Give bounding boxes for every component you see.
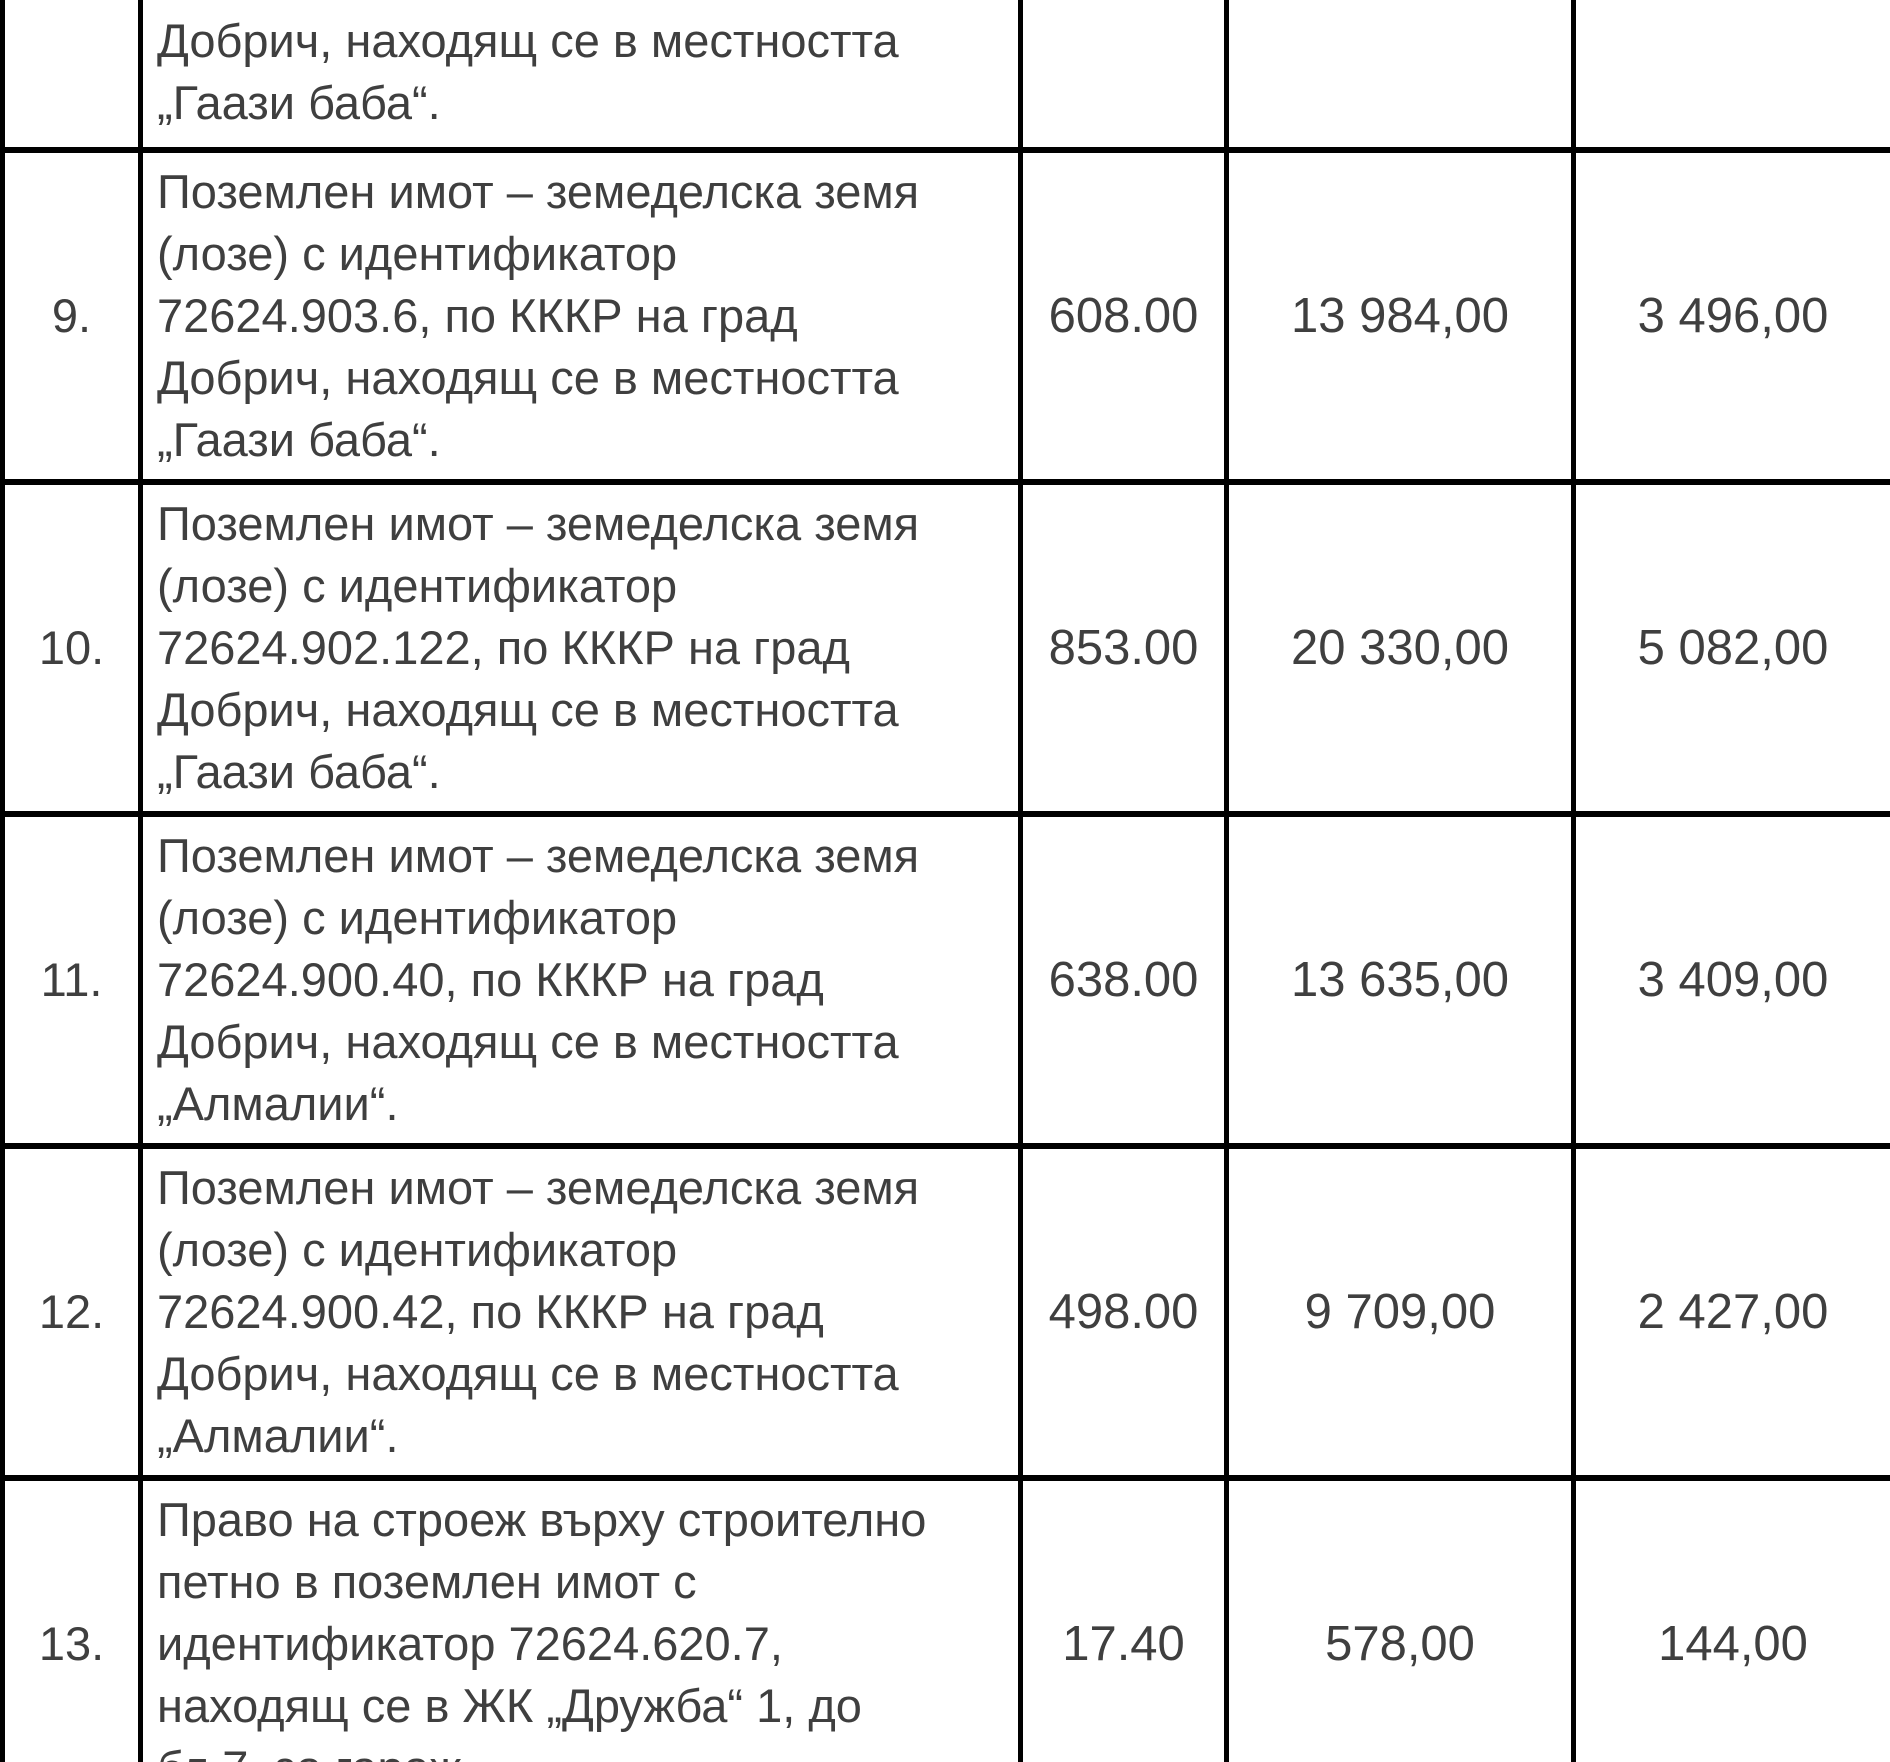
value2-cell <box>1224 0 1576 153</box>
value1-cell: 498.00 <box>1018 1143 1229 1481</box>
value2-cell: 13 635,00 <box>1224 811 1576 1149</box>
row-number-cell <box>0 0 143 153</box>
table-row: 12. Поземлен имот – земеделска земя (лоз… <box>0 1143 1890 1481</box>
table-row: 10. Поземлен имот – земеделска земя (лоз… <box>0 479 1890 817</box>
table-row: 11. Поземлен имот – земеделска земя (лоз… <box>0 811 1890 1149</box>
value1-cell: 17.40 <box>1018 1475 1229 1762</box>
description-cell: Поземлен имот – земеделска земя (лозе) с… <box>138 479 1023 817</box>
row-number-cell: 13. <box>0 1475 143 1762</box>
table-row: 13. Право на строеж върху строително пет… <box>0 1475 1890 1762</box>
value3-cell: 5 082,00 <box>1571 479 1890 817</box>
value2-cell: 578,00 <box>1224 1475 1576 1762</box>
value3-cell <box>1571 0 1890 153</box>
description-cell: Право на строеж върху строително петно в… <box>138 1475 1023 1762</box>
value1-cell <box>1018 0 1229 153</box>
value3-cell: 3 496,00 <box>1571 147 1890 485</box>
table-row: 9. Поземлен имот – земеделска земя (лозе… <box>0 147 1890 485</box>
description-cell: Поземлен имот – земеделска земя (лозе) с… <box>138 147 1023 485</box>
value3-cell: 2 427,00 <box>1571 1143 1890 1481</box>
value1-cell: 853.00 <box>1018 479 1229 817</box>
description-cell: Поземлен имот – земеделска земя (лозе) с… <box>138 1143 1023 1481</box>
row-number-cell: 10. <box>0 479 143 817</box>
value1-cell: 638.00 <box>1018 811 1229 1149</box>
row-number-cell: 11. <box>0 811 143 1149</box>
value2-cell: 9 709,00 <box>1224 1143 1576 1481</box>
row-number-cell: 12. <box>0 1143 143 1481</box>
description-cell: Поземлен имот – земеделска земя (лозе) с… <box>138 811 1023 1149</box>
description-cell: Добрич, находящ се в местността „Гаази б… <box>138 0 1023 153</box>
row-number-cell: 9. <box>0 147 143 485</box>
value3-cell: 144,00 <box>1571 1475 1890 1762</box>
value2-cell: 20 330,00 <box>1224 479 1576 817</box>
value3-cell: 3 409,00 <box>1571 811 1890 1149</box>
value1-cell: 608.00 <box>1018 147 1229 485</box>
table-row: Добрич, находящ се в местността „Гаази б… <box>0 0 1890 153</box>
value2-cell: 13 984,00 <box>1224 147 1576 485</box>
